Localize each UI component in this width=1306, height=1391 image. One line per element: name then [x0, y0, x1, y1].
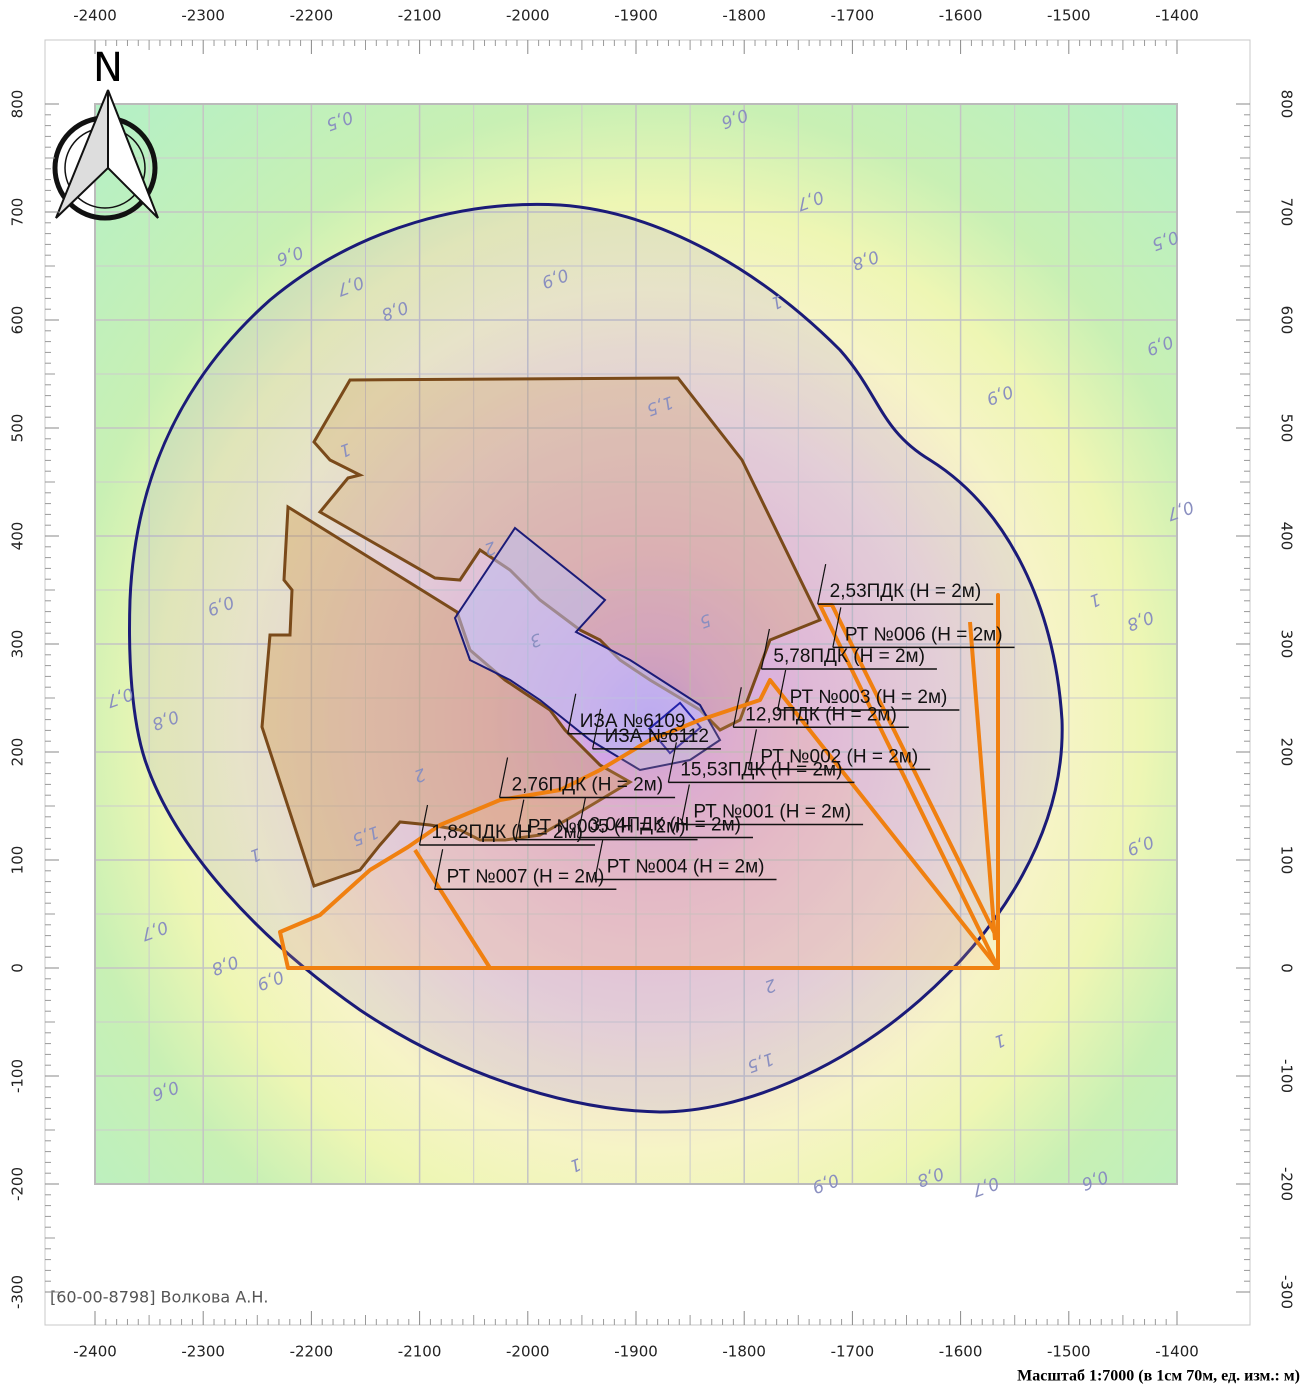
point-label: РТ №003 (Н = 2м) — [790, 687, 948, 708]
x-tick-label: -1800 — [722, 7, 766, 25]
y-tick-label: -100 — [1278, 1059, 1296, 1093]
scale-note: Масштаб 1:7000 (в 1см 70м, ед. изм.: м) — [1017, 1368, 1300, 1385]
y-tick-label: 800 — [1278, 90, 1296, 119]
y-tick-label: 600 — [1278, 306, 1296, 335]
arrow-half — [107, 89, 159, 219]
point-label: РТ №004 (Н = 2м) — [607, 857, 765, 878]
point-label: 3,04ПДК (Н = 2м) — [589, 814, 741, 835]
point-label: 2,53ПДК (Н = 2м) — [830, 581, 982, 602]
x-tick-label: -2200 — [290, 7, 334, 25]
y-tick-label: -200 — [9, 1167, 27, 1201]
point-label: 1,82ПДК (Н = 2м) — [432, 822, 584, 843]
x-tick-label: -2300 — [181, 1343, 225, 1361]
y-tick-label: -300 — [1278, 1275, 1296, 1309]
x-tick-label: -1500 — [1047, 1343, 1091, 1361]
x-tick-label: -1700 — [831, 1343, 875, 1361]
y-tick-label: 500 — [9, 414, 27, 443]
label-leader — [434, 849, 444, 890]
residential-zone — [278, 678, 1000, 970]
label-leader — [832, 607, 842, 648]
x-tick-label: -1400 — [1155, 1343, 1199, 1361]
label-leader — [576, 797, 587, 838]
point-label: РТ №001 (Н = 2м) — [693, 801, 851, 822]
source — [647, 701, 703, 755]
y-tick-label: 0 — [1278, 963, 1296, 973]
y-tick-label: 300 — [1278, 630, 1296, 659]
x-tick-label: -2000 — [506, 7, 550, 25]
y-tick-label: 400 — [1278, 522, 1296, 551]
residential-zone — [968, 621, 997, 941]
y-tick-label: 200 — [9, 738, 27, 767]
label-leader — [732, 687, 742, 728]
label-leader — [760, 628, 771, 670]
y-tick-label: 0 — [9, 963, 27, 973]
x-tick-label: -2400 — [73, 7, 117, 25]
x-tick-label: -2000 — [506, 1343, 550, 1361]
residential-zone — [413, 848, 492, 970]
north-arrow: N — [52, 45, 159, 221]
point-label: ИЗА №6109 — [580, 711, 686, 732]
point-label: РТ №002 (Н = 2м) — [760, 746, 918, 767]
x-tick-label: -1900 — [614, 7, 658, 25]
y-tick-label: 200 — [1278, 738, 1296, 767]
x-tick-label: -1900 — [614, 1343, 658, 1361]
y-tick-label: 100 — [1278, 846, 1296, 875]
point-label: 5,78ПДК (Н = 2м) — [773, 646, 925, 667]
y-tick-label: -300 — [9, 1275, 27, 1309]
label-leader — [747, 729, 758, 770]
x-tick-label: -2300 — [181, 7, 225, 25]
y-tick-label: -100 — [9, 1059, 27, 1093]
label-leader — [498, 757, 509, 798]
y-tick-label: 100 — [9, 846, 27, 875]
y-tick-label: 300 — [9, 630, 27, 659]
y-tick-label: 400 — [9, 522, 27, 551]
label-leader — [515, 799, 525, 840]
x-tick-label: -1600 — [939, 1343, 983, 1361]
labels: 0,5 0,60,70,50,60,90,80,70,8 10,90,91,510,… — [104, 104, 1197, 1200]
x-tick-label: -1500 — [1047, 7, 1091, 25]
map-border — [94, 103, 1178, 1185]
x-tick-label: -2200 — [290, 1343, 334, 1361]
x-tick-label: -1600 — [939, 7, 983, 25]
x-tick-label: -2400 — [73, 1343, 117, 1361]
y-tick-label: 700 — [9, 198, 27, 227]
building — [453, 526, 722, 772]
industrial-site — [312, 376, 823, 732]
point-label: РТ №005 (Н = 2м) — [528, 817, 686, 838]
point-label: РТ №006 (Н = 2м) — [845, 624, 1003, 645]
label-leader — [594, 839, 604, 880]
north-label: N — [93, 45, 123, 91]
y-tick-label: 500 — [1278, 414, 1296, 443]
x-tick-label: -1700 — [831, 7, 875, 25]
label-leader — [680, 784, 690, 825]
x-tick-label: -1800 — [722, 1343, 766, 1361]
y-tick-label: 800 — [9, 90, 27, 119]
point-label: ИЗА №6112 — [605, 726, 709, 747]
point-label: 12,9ПДК (Н = 2м) — [745, 704, 897, 725]
point-label: РТ №007 (Н = 2м) — [447, 866, 605, 887]
x-tick-label: -1400 — [1155, 7, 1199, 25]
x-tick-label: -2100 — [398, 1343, 442, 1361]
label-leader — [567, 693, 577, 734]
point-label: 15,53ПДК (Н = 2м) — [680, 759, 842, 780]
label-leader — [418, 804, 429, 846]
label-leader — [777, 669, 787, 711]
y-tick-label: -200 — [1278, 1167, 1296, 1201]
label-leader — [817, 564, 827, 605]
y-tick-label: 600 — [9, 306, 27, 335]
y-tick-label: 700 — [1278, 198, 1296, 227]
label-leader — [592, 708, 602, 749]
point-label: 2,76ПДК (Н = 2м) — [512, 774, 664, 795]
industrial-site — [260, 504, 633, 888]
author: [60-00-8798] Волкова А.Н. — [50, 1288, 268, 1307]
residential-zone — [818, 593, 1000, 970]
x-tick-label: -2100 — [398, 7, 442, 25]
